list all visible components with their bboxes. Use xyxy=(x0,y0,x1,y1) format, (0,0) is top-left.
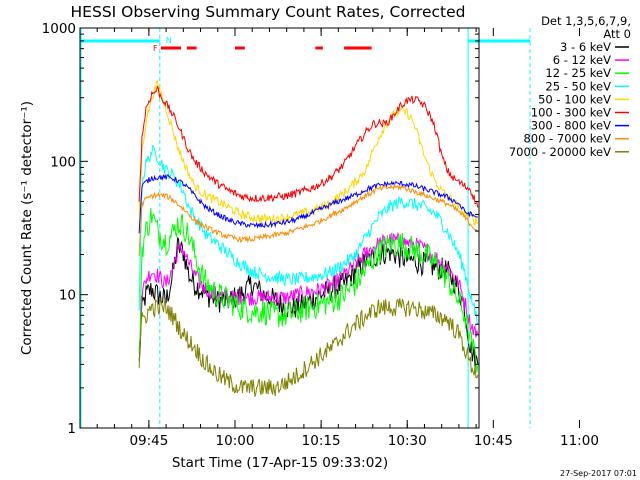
legend-entry-label: 100 - 300 keV xyxy=(531,106,611,120)
chart-title: HESSI Observing Summary Count Rates, Cor… xyxy=(71,3,466,21)
series-line xyxy=(138,173,479,234)
series-line xyxy=(138,231,479,350)
x-tick-label: 10:30 xyxy=(388,433,427,449)
plot-frame xyxy=(79,27,480,429)
series-line xyxy=(138,298,479,397)
legend-header: Det 1,3,5,6,7,9, xyxy=(541,14,631,28)
legend-entry-label: 25 - 50 keV xyxy=(545,79,611,93)
y-tick-label: 100 xyxy=(50,154,76,170)
series-line xyxy=(138,144,479,325)
legend-entry-label: 50 - 100 keV xyxy=(538,92,611,106)
legend-entry-label: 6 - 12 keV xyxy=(553,53,611,67)
y-tick-label: 1000 xyxy=(42,21,76,37)
x-tick-label: 10:15 xyxy=(302,433,341,449)
legend-entry-label: 7000 - 20000 keV xyxy=(509,145,611,159)
legend-entry-label: 3 - 6 keV xyxy=(560,40,611,54)
footer-timestamp: 27-Sep-2017 07:01 xyxy=(560,469,637,478)
y-tick-label: 10 xyxy=(59,288,76,304)
night-marker-label: N xyxy=(166,36,172,45)
x-tick-label: 10:45 xyxy=(474,433,513,449)
series-line xyxy=(138,208,479,373)
legend-entry-label: 800 - 7000 keV xyxy=(523,132,611,146)
x-tick-label: 09:45 xyxy=(129,433,168,449)
legend-header: Att 0 xyxy=(603,27,631,41)
series-line xyxy=(138,85,479,208)
legend-entry-label: 12 - 25 keV xyxy=(545,66,611,80)
axes: 09:45 10:00 10:15 10:30 10:45 11:00 1 10 100 1000 xyxy=(42,21,599,449)
flare-marker-label: F xyxy=(153,44,158,53)
y-tick-label: 1 xyxy=(67,421,76,437)
x-tick-label: 11:00 xyxy=(560,433,599,449)
x-axis-label: Start Time (17-Apr-15 09:33:02) xyxy=(172,455,388,471)
series-layer xyxy=(138,79,479,397)
legend-entry-label: 300 - 800 keV xyxy=(531,119,611,133)
series-line xyxy=(138,182,479,256)
y-axis-label: Corrected Count Rate (s⁻¹ detector⁻¹) xyxy=(19,101,35,355)
series-line xyxy=(138,79,479,226)
x-tick-label: 10:00 xyxy=(216,433,255,449)
